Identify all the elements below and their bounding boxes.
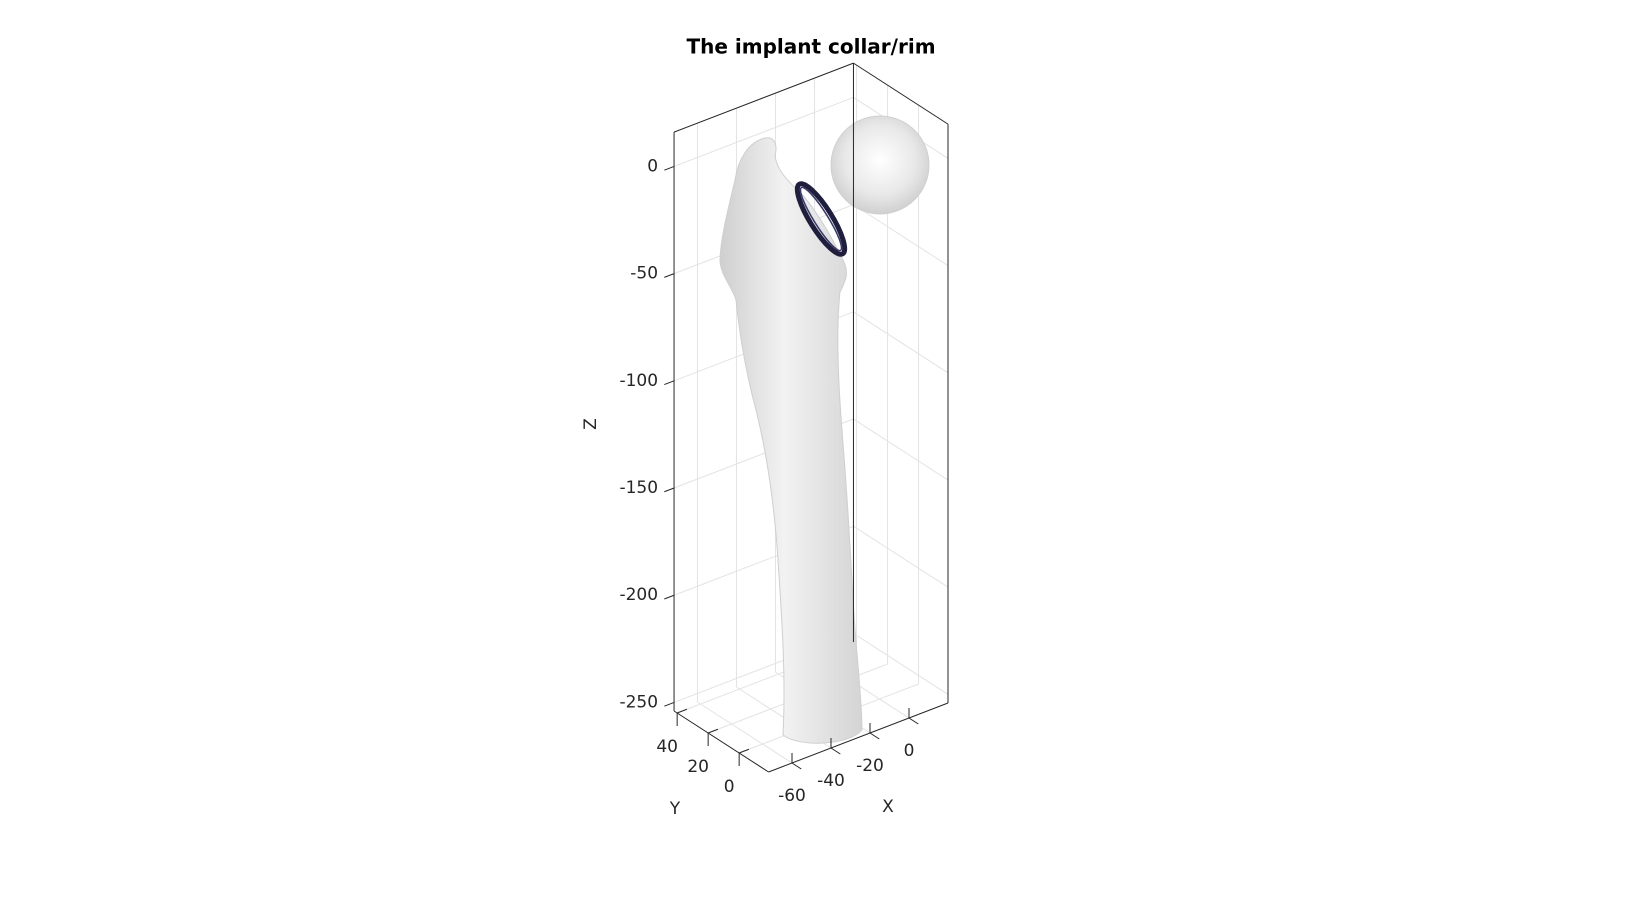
y-tick: [707, 728, 719, 734]
grid-line: [853, 525, 949, 588]
x-tick: [791, 762, 802, 770]
grid-line: [673, 96, 854, 167]
x-tick: [908, 717, 919, 725]
z-tick-label: -150: [619, 478, 658, 498]
y-tick: [676, 708, 688, 714]
x-tick-label: 0: [904, 741, 915, 761]
grid-line: [853, 633, 949, 695]
y-tick-label: 40: [656, 737, 678, 757]
z-tick-label: -250: [619, 692, 658, 712]
z-tick: [664, 487, 675, 493]
box-edge: [673, 62, 854, 133]
chart-title: The implant collar/rim: [686, 35, 935, 59]
grid-line: [853, 311, 949, 374]
box-edge: [768, 702, 949, 773]
grid-line: [853, 418, 949, 481]
z-tick-label: -100: [619, 371, 658, 391]
x-axis-label: X: [882, 797, 894, 817]
scene: [719, 115, 930, 744]
z-tick: [664, 594, 675, 600]
y-tick-label: 20: [687, 757, 709, 777]
z-tick-label: -50: [630, 264, 658, 284]
z-tick: [664, 165, 675, 171]
x-tick: [830, 747, 841, 755]
z-tick-label: 0: [647, 156, 658, 176]
x-tick: [869, 732, 880, 740]
x-tick-label: -40: [817, 771, 845, 791]
z-axis-label: Z: [581, 418, 601, 430]
z-tick-label: -200: [619, 585, 658, 605]
z-tick: [664, 273, 675, 278]
femoral-head: [830, 115, 930, 215]
implant-collar: [794, 181, 848, 257]
z-tick: [664, 380, 675, 386]
box-edge: [673, 710, 769, 773]
z-tick: [664, 701, 675, 707]
box-edge: [853, 62, 949, 125]
implant-collar-inner: [799, 186, 843, 252]
y-axis-label: Y: [669, 799, 681, 819]
y-tick-label: 0: [724, 777, 735, 797]
y-tick: [738, 748, 750, 754]
x-tick-label: -20: [856, 756, 884, 776]
grid-line: [697, 701, 793, 764]
grid-line: [853, 204, 949, 267]
x-tick-label: -60: [778, 786, 806, 806]
